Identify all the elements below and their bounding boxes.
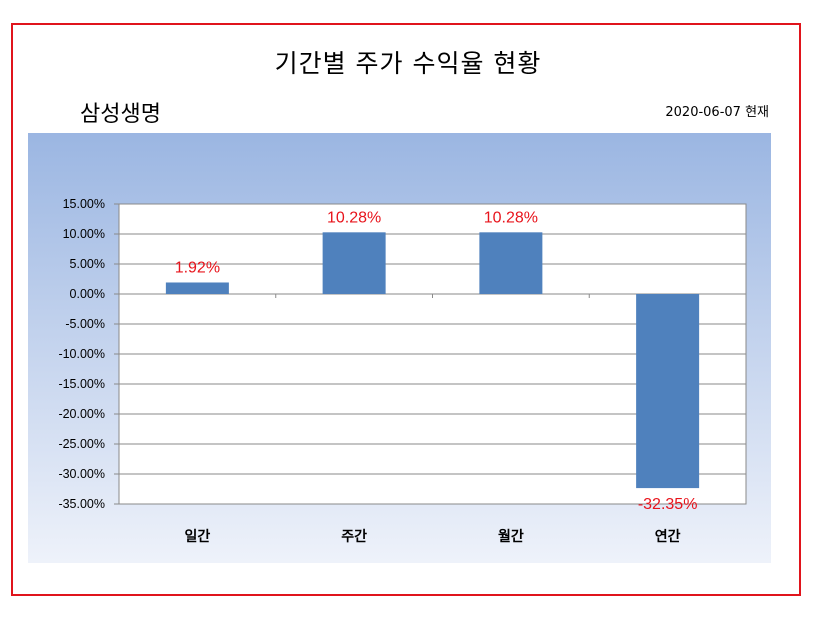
data-label: -32.35%: [638, 496, 698, 513]
bar: [322, 232, 386, 294]
y-axis: 15.00% 10.00% 5.00% 0.00% -5.00% -10.00% -15.0…: [58, 197, 119, 511]
x-tick-label: 월간: [498, 528, 524, 545]
data-label: 10.28%: [327, 209, 381, 226]
outer-frame: [11, 23, 801, 596]
y-tick-label: -15.00%: [58, 377, 105, 391]
bar: [479, 232, 543, 294]
bars: [165, 232, 700, 489]
as-of-date: 2020-06-07 현재: [665, 105, 769, 120]
y-tick-label: -10.00%: [58, 347, 105, 361]
bar: [165, 282, 229, 294]
x-tick-label: 일간: [184, 528, 210, 545]
y-tick-label: 15.00%: [63, 197, 105, 211]
y-tick-label: -30.00%: [58, 467, 105, 481]
y-tick-label: -35.00%: [58, 497, 105, 511]
data-labels: 1.92% 10.28% 10.28% -32.35%: [175, 209, 698, 513]
bar: [636, 294, 700, 489]
chart-title: 기간별 주가 수익율 현황: [274, 49, 542, 78]
x-tick-label: 연간: [655, 528, 681, 545]
y-tick-label: 0.00%: [70, 287, 105, 301]
data-label: 1.92%: [175, 259, 220, 276]
x-axis: 일간 주간 월간 연간: [184, 294, 681, 545]
x-tick-label: 주간: [341, 528, 367, 545]
y-tick-label: -25.00%: [58, 437, 105, 451]
y-tick-label: 10.00%: [63, 227, 105, 241]
y-tick-label: 5.00%: [70, 257, 105, 271]
data-label: 10.28%: [484, 209, 538, 226]
company-name: 삼성생명: [80, 102, 161, 127]
y-tick-label: -20.00%: [58, 407, 105, 421]
y-tick-label: -5.00%: [65, 317, 105, 331]
